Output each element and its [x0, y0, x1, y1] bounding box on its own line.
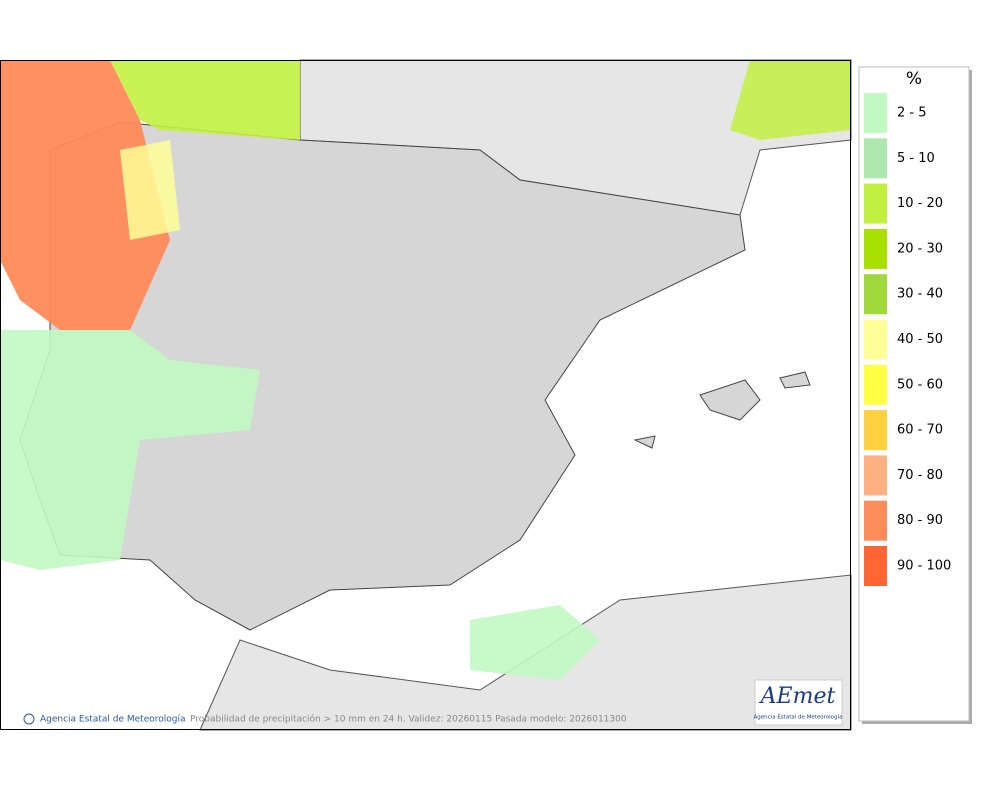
legend-label: 20 - 30: [897, 241, 943, 256]
credit: Agencia Estatal de Meteorología: [40, 715, 186, 725]
precip-france: [730, 60, 851, 140]
legend-swatch: [864, 455, 887, 496]
precip-galicia: [120, 140, 180, 240]
legend-label: 60 - 70: [897, 423, 943, 438]
precip-west: [0, 60, 170, 330]
legend-label: 70 - 80: [897, 468, 943, 483]
legend-swatch: [864, 500, 887, 541]
precip-southwest: [0, 330, 260, 570]
legend-swatch: [864, 228, 887, 269]
precip-alboran: [470, 605, 600, 680]
map-frame: [0, 60, 851, 730]
legend-label: 90 - 100: [897, 559, 951, 574]
legend-label: 30 - 40: [897, 287, 943, 302]
legend-label: 2 - 5: [897, 106, 927, 121]
islands: [633, 371, 811, 449]
map: Agencia Estatal de Meteorología Probabil…: [0, 59, 852, 731]
legend-title: %: [906, 69, 922, 89]
legend-swatch: [864, 546, 887, 586]
legend-label: 10 - 20: [897, 196, 943, 211]
legend: % 2 - 5 5 - 10 10 - 20 20 - 30 30 - 40 40 - 5…: [858, 66, 972, 724]
legend-swatch: [864, 364, 887, 405]
legend-swatch: [864, 138, 887, 179]
legend-label: 80 - 90: [897, 513, 943, 528]
logo-box: [754, 679, 843, 726]
caption: Probabilidad de precipitación > 10 mm en…: [190, 714, 627, 725]
logo-subtitle: Agencia Estatal de Meteorología: [754, 714, 843, 721]
copyright-icon: [23, 713, 35, 725]
logo: AEmet: [759, 684, 836, 709]
legend-swatch: [864, 183, 887, 224]
legend-swatch: [864, 93, 887, 133]
legend-swatch: [864, 274, 887, 315]
legend-label: 50 - 60: [897, 377, 943, 392]
legend-label: 5 - 10: [897, 151, 935, 166]
legend-swatch: [864, 319, 887, 360]
legend-swatch: [864, 410, 887, 451]
legend-label: 40 - 50: [897, 332, 943, 347]
precip-north: [110, 60, 300, 140]
